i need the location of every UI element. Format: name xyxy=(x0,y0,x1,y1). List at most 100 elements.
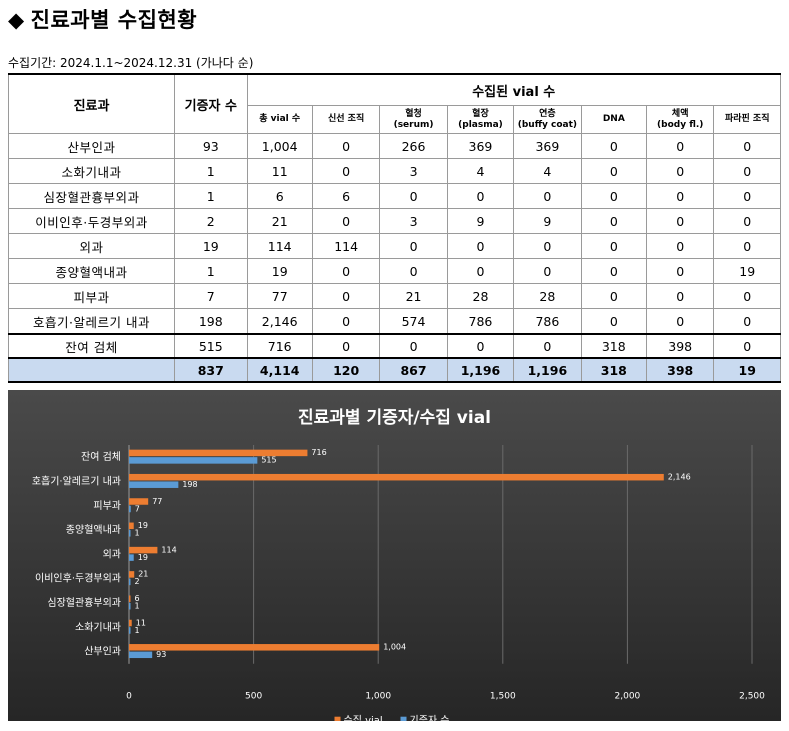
value-cell: 21 xyxy=(379,283,448,309)
header-vial-group: 수집된 vial 수 xyxy=(246,73,781,106)
value-cell: 0 xyxy=(713,308,781,335)
value-cell: 0 xyxy=(311,258,381,284)
x-tick-label: 2,000 xyxy=(615,692,641,702)
value-cell: 0 xyxy=(645,283,715,309)
data-label: 515 xyxy=(261,456,276,465)
value-cell: 198 xyxy=(174,308,248,335)
value-cell: 574 xyxy=(379,308,448,335)
dept-cell: 호흡기·알레르기 내과 xyxy=(7,308,176,335)
value-cell: 0 xyxy=(645,208,715,234)
table-row: 외과 19 114 114 0 0 0 0 0 0 xyxy=(7,233,781,259)
bar-vial xyxy=(129,595,131,602)
value-cell: 0 xyxy=(513,233,582,259)
value-cell: 0 xyxy=(580,183,648,209)
subheader-line: (serum) xyxy=(393,119,434,130)
value-cell: 266 xyxy=(379,133,448,159)
legend-swatch xyxy=(334,716,341,721)
value-cell: 77 xyxy=(246,283,313,309)
bar-vial xyxy=(129,498,149,505)
value-cell: 0 xyxy=(513,183,582,209)
value-cell: 120 xyxy=(311,357,381,383)
value-cell: 28 xyxy=(446,283,515,309)
table-row: 이비인후·두경부외과 2 21 0 3 9 9 0 0 0 xyxy=(7,208,781,234)
value-cell: 0 xyxy=(513,333,582,359)
data-label: 19 xyxy=(138,553,148,562)
value-cell: 0 xyxy=(580,258,648,284)
value-cell: 0 xyxy=(446,333,515,359)
subheader-cell: DNA xyxy=(580,105,648,134)
data-label: 6 xyxy=(135,594,140,603)
bar-donor xyxy=(129,505,131,513)
value-cell: 9 xyxy=(513,208,582,234)
value-cell: 0 xyxy=(645,233,715,259)
value-cell: 19 xyxy=(174,233,248,259)
subheader-line: (body fl.) xyxy=(657,119,704,130)
value-cell: 398 xyxy=(645,357,715,383)
chart-svg: 진료과별 기증자/수집 vial 0 500 1,000 1,500 2,000 2,500… xyxy=(32,408,765,721)
category-label: 종양혈액내과 xyxy=(66,523,121,536)
value-cell: 0 xyxy=(713,333,781,359)
value-cell: 1 xyxy=(174,158,248,184)
value-cell: 6 xyxy=(246,183,313,209)
legend-label: 기증자 수 xyxy=(410,715,450,721)
category-label: 심장혈관흉부외과 xyxy=(47,596,121,609)
subheader-cell: 파라핀 조직 xyxy=(713,105,781,134)
bar-vial xyxy=(129,644,380,651)
header-donors: 기증자 수 xyxy=(174,73,248,134)
dept-cell: 외과 xyxy=(7,233,176,259)
data-label: 1,004 xyxy=(383,643,406,652)
value-cell: 0 xyxy=(311,283,381,309)
subheader-line: DNA xyxy=(602,114,625,124)
table-row: 호흡기·알레르기 내과 198 2,146 0 574 786 786 0 0 0 xyxy=(7,308,781,335)
subheader-line: 신선 조직 xyxy=(327,114,365,124)
value-cell: 0 xyxy=(713,208,781,234)
category-label: 잔여 검체 xyxy=(81,451,121,463)
data-label: 114 xyxy=(161,545,176,554)
value-cell: 0 xyxy=(311,333,381,359)
value-cell: 0 xyxy=(379,333,448,359)
data-label: 1 xyxy=(135,601,140,610)
legend-swatch xyxy=(400,716,407,721)
bar-vial xyxy=(129,473,664,481)
value-cell: 0 xyxy=(713,133,781,159)
value-cell: 318 xyxy=(580,333,648,359)
data-label: 7 xyxy=(135,504,140,513)
data-label: 2 xyxy=(135,577,140,586)
x-tick-label: 0 xyxy=(126,692,132,702)
value-cell: 3 xyxy=(379,158,448,184)
dept-cell: 피부과 xyxy=(7,283,176,309)
table-row: 소화기내과 1 11 0 3 4 4 0 0 0 xyxy=(7,158,781,184)
value-cell: 0 xyxy=(446,258,515,284)
value-cell: 11 xyxy=(246,158,313,184)
value-cell: 786 xyxy=(513,308,582,335)
category-label: 호흡기·알레르기 내과 xyxy=(32,474,121,487)
data-label: 198 xyxy=(182,480,197,489)
bar-vial xyxy=(129,571,135,578)
data-label: 21 xyxy=(138,570,148,579)
value-cell: 837 xyxy=(174,357,248,383)
x-tick-label: 2,500 xyxy=(739,692,765,702)
value-cell: 0 xyxy=(645,258,715,284)
bar-donor xyxy=(129,554,134,561)
value-cell: 0 xyxy=(580,283,648,309)
value-cell: 0 xyxy=(713,158,781,184)
value-cell: 0 xyxy=(645,158,715,184)
subheader-line: 총 vial 수 xyxy=(259,114,301,124)
subheader-line: (buffy coat) xyxy=(517,119,578,130)
bar-vial xyxy=(129,619,132,627)
value-cell: 0 xyxy=(645,183,715,209)
value-cell: 0 xyxy=(379,258,448,284)
diamond-icon: ◆ xyxy=(8,8,25,32)
value-cell: 4 xyxy=(446,158,515,184)
value-cell: 0 xyxy=(311,308,381,335)
data-label: 11 xyxy=(136,618,146,627)
value-cell: 0 xyxy=(379,183,448,209)
category-label: 산부인과 xyxy=(84,646,121,658)
header-dept: 진료과 xyxy=(7,73,176,134)
subheader-cell: 총 vial 수 xyxy=(246,105,313,134)
value-cell: 1,196 xyxy=(513,357,582,383)
subheader-cell: 신선 조직 xyxy=(311,105,381,134)
bar-donor xyxy=(129,602,131,610)
data-label: 1 xyxy=(135,626,140,635)
bar-chart: 진료과별 기증자/수집 vial 0 500 1,000 1,500 2,000 2,500… xyxy=(8,390,781,721)
